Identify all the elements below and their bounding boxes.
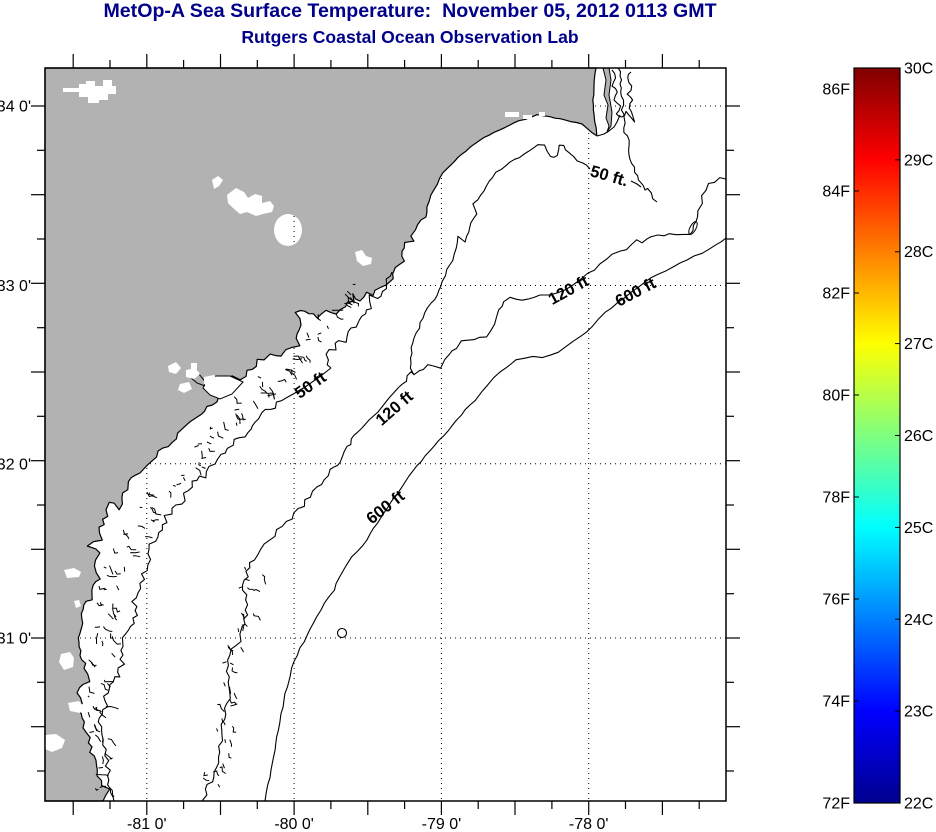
svg-text:27C: 27C — [904, 336, 933, 353]
svg-text:82F: 82F — [822, 286, 850, 303]
svg-text:26C: 26C — [904, 428, 933, 445]
svg-text:74F: 74F — [822, 694, 850, 711]
svg-text:72F: 72F — [822, 796, 850, 813]
svg-text:23C: 23C — [904, 704, 933, 721]
svg-text:34 0': 34 0' — [0, 99, 31, 116]
svg-text:86F: 86F — [822, 82, 850, 99]
svg-text:84F: 84F — [822, 184, 850, 201]
svg-text:31 0': 31 0' — [0, 631, 31, 648]
svg-text:30C: 30C — [904, 61, 933, 78]
svg-text:80F: 80F — [822, 388, 850, 405]
svg-text:-80 0': -80 0' — [274, 816, 314, 832]
svg-text:-79 0': -79 0' — [422, 816, 462, 832]
svg-text:-78 0': -78 0' — [569, 816, 609, 832]
svg-text:24C: 24C — [904, 612, 933, 629]
svg-text:22C: 22C — [904, 796, 933, 813]
svg-text:25C: 25C — [904, 520, 933, 537]
svg-text:33 0': 33 0' — [0, 278, 31, 295]
svg-text:-81 0': -81 0' — [127, 816, 167, 832]
svg-text:78F: 78F — [822, 490, 850, 507]
svg-text:28C: 28C — [904, 244, 933, 261]
svg-text:32 0': 32 0' — [0, 456, 31, 473]
svg-text:29C: 29C — [904, 152, 933, 169]
svg-text:76F: 76F — [822, 592, 850, 609]
